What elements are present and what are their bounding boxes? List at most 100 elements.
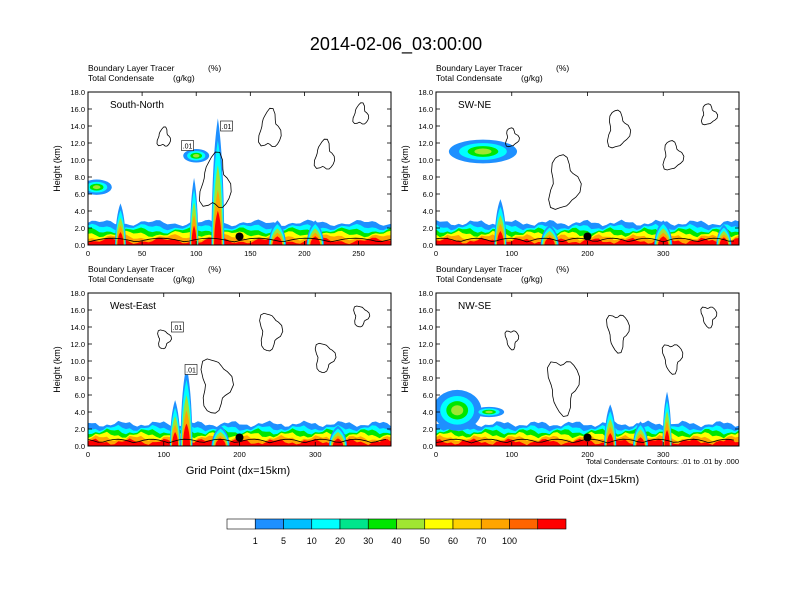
shaded-field-units: (%) [556, 63, 569, 73]
condensate-contour [606, 109, 632, 149]
colorbar-swatch [509, 518, 539, 530]
condensate-contour [352, 102, 370, 125]
ytick-label: 16.0 [70, 105, 85, 114]
contour-label-box [220, 120, 233, 132]
colorbar-swatch [367, 518, 397, 530]
ytick-label: 8.0 [75, 173, 85, 182]
condensate-contour [700, 103, 719, 126]
ytick-label: 14.0 [418, 122, 433, 131]
ytick-label: 14.0 [70, 122, 85, 131]
xtick-label: 100 [505, 249, 518, 258]
tracer-blob [451, 405, 464, 416]
contour-info: Total Condensate Contours: .01 to .01 by… [586, 457, 739, 466]
ytick-label: 12.0 [418, 340, 433, 349]
colorbar-swatch [396, 518, 426, 530]
contour-field-label: Total Condensate [88, 73, 154, 83]
contour-label: .01 [183, 144, 193, 151]
ytick-label: 8.0 [423, 374, 433, 383]
ytick-label: 12.0 [418, 139, 433, 148]
condensate-contour [198, 151, 232, 208]
ytick-label: 16.0 [70, 306, 85, 315]
xtick-label: 200 [298, 249, 311, 258]
panel-title: South-North [110, 100, 164, 111]
contour-field-label: Total Condensate [436, 73, 502, 83]
colorbar-label: 70 [476, 536, 486, 546]
colorbar-label: 10 [307, 536, 317, 546]
colorbar-label: 5 [281, 536, 286, 546]
condensate-contour [156, 126, 172, 147]
colorbar-swatch [537, 518, 567, 530]
ytick-label: 16.0 [418, 105, 433, 114]
condensate-contour [505, 127, 520, 148]
colorbar-label: 20 [335, 536, 345, 546]
ytick-label: 6.0 [75, 190, 85, 199]
condensate-contour [258, 107, 282, 147]
contour-field-label: Total Condensate [436, 274, 502, 284]
xlabel-left: Grid Point (dx=15km) [186, 465, 290, 477]
ytick-label: 4.0 [75, 207, 85, 216]
condensate-contour [200, 358, 234, 414]
tracer-blob [474, 148, 492, 155]
tracer-blob [92, 185, 101, 190]
xtick-label: 50 [138, 249, 146, 258]
ylabel: Height (km) [400, 346, 410, 393]
terrain-line [88, 237, 391, 243]
ytick-label: 6.0 [423, 391, 433, 400]
condensate-contour [661, 344, 684, 375]
condensate-contour [353, 305, 371, 328]
ytick-label: 6.0 [423, 190, 433, 199]
shaded-field-label: Boundary Layer Tracer [436, 264, 523, 274]
panel-title: SW-NE [458, 100, 491, 111]
xtick-label: 100 [505, 450, 518, 459]
condensate-contour [606, 314, 630, 354]
xtick-label: 250 [352, 249, 365, 258]
ylabel: Height (km) [52, 346, 62, 393]
ytick-label: 2.0 [423, 425, 433, 434]
contour-field-label: Total Condensate [88, 274, 154, 284]
contour-label-box [171, 321, 184, 333]
colorbar-swatch [283, 518, 313, 530]
xtick-label: 100 [157, 450, 170, 459]
tracer-plume [182, 423, 191, 446]
shaded-field-label: Boundary Layer Tracer [88, 264, 175, 274]
condensate-contour [157, 329, 173, 350]
site-marker [235, 232, 244, 241]
xlabel-right: Grid Point (dx=15km) [535, 474, 639, 486]
ytick-label: 0.0 [423, 442, 433, 451]
colorbar-swatch [452, 518, 482, 530]
condensate-contour [546, 361, 580, 417]
terrain-line [88, 438, 387, 444]
tracer-plume [496, 230, 504, 245]
colorbar-swatch [226, 518, 256, 530]
condensate-contour [662, 140, 685, 171]
ylabel: Height (km) [52, 145, 62, 192]
plot-frame [87, 292, 392, 447]
xtick-label: 0 [86, 450, 90, 459]
xtick-label: 300 [309, 450, 322, 459]
ytick-label: 12.0 [70, 139, 85, 148]
shaded-field [88, 305, 391, 446]
ytick-label: 18.0 [70, 289, 85, 298]
tracer-blob [485, 410, 493, 414]
xtick-label: 200 [581, 249, 594, 258]
plot-frame [435, 292, 740, 447]
colorbar-label: 1 [253, 536, 258, 546]
xtick-label: 100 [190, 249, 203, 258]
ytick-label: 10.0 [418, 357, 433, 366]
condensate-contour [313, 138, 336, 170]
ytick-label: 18.0 [418, 289, 433, 298]
panel-title: West-East [110, 301, 156, 312]
xtick-label: 0 [434, 249, 438, 258]
colorbar: 1 5 10 20 30 40 50 60 70 100 [226, 518, 567, 546]
colorbar-label: 30 [363, 536, 373, 546]
ytick-label: 18.0 [70, 88, 85, 97]
shaded-field [88, 102, 391, 245]
xtick-label: 200 [233, 450, 246, 459]
tracer-plume [171, 431, 179, 446]
xtick-label: 0 [434, 450, 438, 459]
site-marker [583, 433, 592, 442]
panel-4: 0.0 2.0 4.0 6.0 8.0 10.0 12.0 14.0 16.0 18.0 0 100 2… [400, 264, 740, 459]
colorbar-label: 40 [391, 536, 401, 546]
xtick-label: 150 [244, 249, 257, 258]
